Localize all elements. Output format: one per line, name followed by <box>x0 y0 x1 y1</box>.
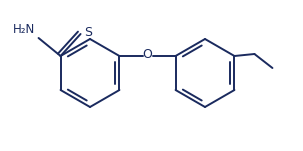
Text: H₂N: H₂N <box>13 23 35 36</box>
Text: O: O <box>143 48 152 61</box>
Text: S: S <box>85 26 92 40</box>
